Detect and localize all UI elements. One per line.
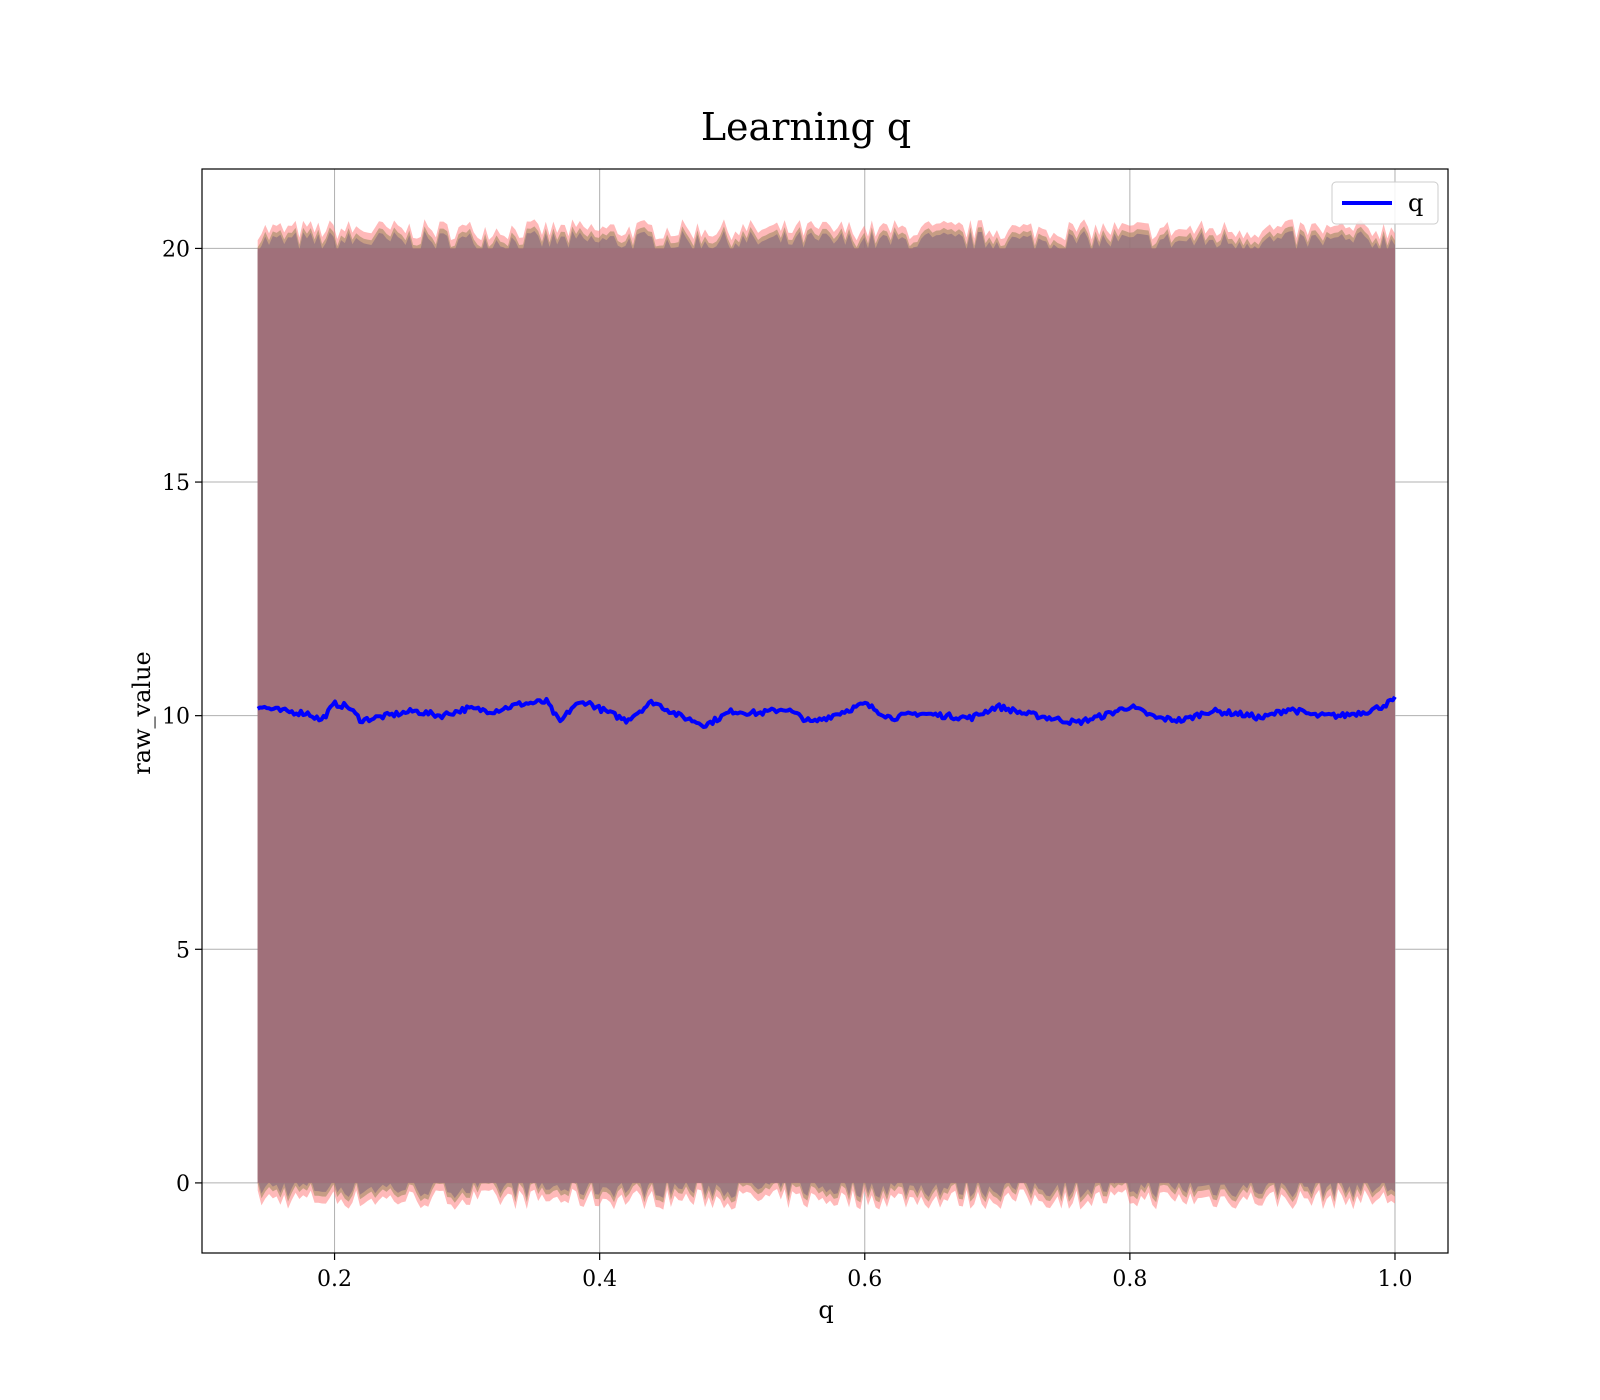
x-tick-label: 1.0 <box>1377 1267 1412 1292</box>
y-tick-label: 0 <box>176 1172 190 1197</box>
y-tick-label: 20 <box>162 237 190 262</box>
series-line-q <box>256 695 1397 729</box>
chart-title: Learning q <box>701 105 911 149</box>
legend: q <box>1331 181 1439 225</box>
y-tick-label: 15 <box>162 471 190 496</box>
x-axis-label: q <box>818 1296 833 1324</box>
x-tick-label: 0.4 <box>582 1267 617 1292</box>
x-tick-label: 0.6 <box>847 1267 882 1292</box>
x-tick-label: 0.2 <box>317 1267 352 1292</box>
y-tick-label: 5 <box>176 938 190 963</box>
y-axis-label: raw_value <box>128 651 156 775</box>
y-tick-label: 10 <box>162 705 190 730</box>
legend-label: q <box>1408 189 1423 217</box>
axes-frame <box>201 168 1449 1254</box>
x-tick-label: 0.8 <box>1112 1267 1147 1292</box>
